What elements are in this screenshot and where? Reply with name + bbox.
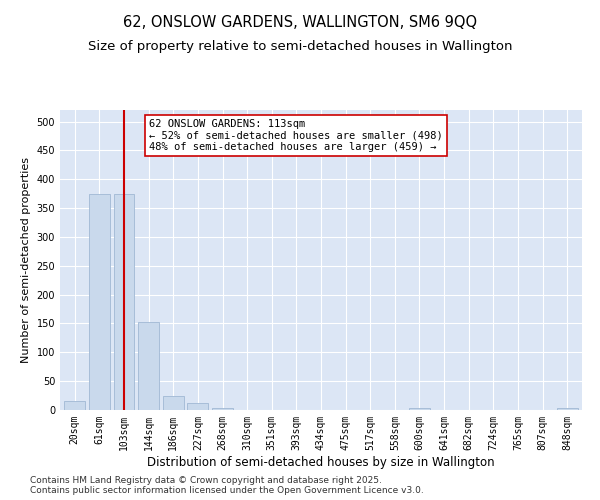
X-axis label: Distribution of semi-detached houses by size in Wallington: Distribution of semi-detached houses by …	[147, 456, 495, 468]
Bar	[113, 194, 134, 410]
Bar	[212, 408, 233, 410]
Text: 62, ONSLOW GARDENS, WALLINGTON, SM6 9QQ: 62, ONSLOW GARDENS, WALLINGTON, SM6 9QQ	[123, 15, 477, 30]
Text: 62 ONSLOW GARDENS: 113sqm
← 52% of semi-detached houses are smaller (498)
48% of: 62 ONSLOW GARDENS: 113sqm ← 52% of semi-…	[149, 119, 442, 152]
Bar	[409, 408, 430, 410]
Bar	[138, 322, 159, 410]
Text: Contains HM Land Registry data © Crown copyright and database right 2025.
Contai: Contains HM Land Registry data © Crown c…	[30, 476, 424, 495]
Bar	[89, 194, 110, 410]
Bar	[557, 408, 578, 410]
Y-axis label: Number of semi-detached properties: Number of semi-detached properties	[21, 157, 31, 363]
Bar	[64, 402, 85, 410]
Bar	[187, 403, 208, 410]
Bar	[163, 396, 184, 410]
Text: Size of property relative to semi-detached houses in Wallington: Size of property relative to semi-detach…	[88, 40, 512, 53]
